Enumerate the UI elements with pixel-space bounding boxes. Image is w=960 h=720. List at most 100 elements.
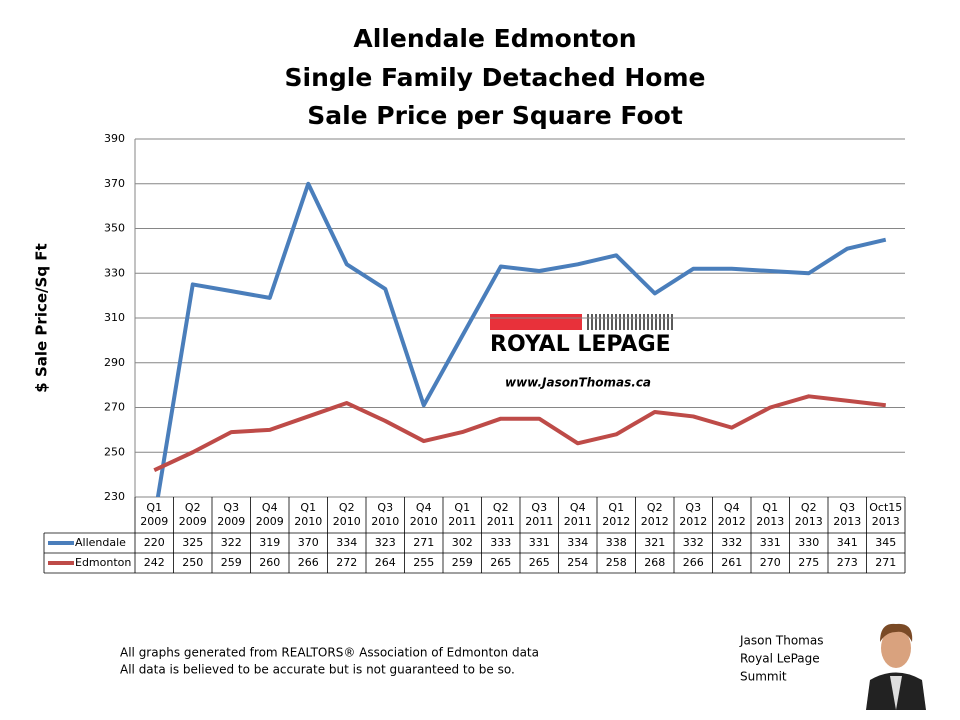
title-line: Allendale Edmonton xyxy=(353,24,636,53)
x-tick-label: Q4 xyxy=(262,501,278,514)
table-cell: 264 xyxy=(375,556,396,569)
table-cell: 331 xyxy=(760,536,781,549)
logo-brand: ROYAL LEPAGE xyxy=(490,332,671,357)
x-tick-label: Oct15 xyxy=(869,501,902,514)
y-tick-label: 230 xyxy=(104,490,125,503)
table-cell: 341 xyxy=(837,536,858,549)
x-tick-label: Q3 xyxy=(685,501,701,514)
x-tick-label: 2013 xyxy=(756,515,784,528)
table-cell: 319 xyxy=(259,536,280,549)
table-cell: 322 xyxy=(221,536,242,549)
x-tick-label: 2009 xyxy=(217,515,245,528)
footer-note: All graphs generated from REALTORS® Asso… xyxy=(120,646,539,660)
table-cell: 255 xyxy=(413,556,434,569)
table-cell: 321 xyxy=(644,536,665,549)
x-tick-label: 2011 xyxy=(564,515,592,528)
agent-line: Royal LePage xyxy=(740,652,820,666)
x-tick-label: Q2 xyxy=(339,501,355,514)
y-tick-label: 270 xyxy=(104,401,125,414)
table-cell: 260 xyxy=(259,556,280,569)
table-cell: 265 xyxy=(529,556,550,569)
table-cell: 272 xyxy=(336,556,357,569)
table-cell: 271 xyxy=(413,536,434,549)
table-cell: 330 xyxy=(798,536,819,549)
logo-url: www.JasonThomas.ca xyxy=(505,376,651,390)
x-tick-label: Q3 xyxy=(839,501,855,514)
y-tick-label: 350 xyxy=(104,222,125,235)
x-tick-label: 2013 xyxy=(872,515,900,528)
x-tick-label: 2010 xyxy=(294,515,322,528)
table-cell: 250 xyxy=(182,556,203,569)
table-cell: 323 xyxy=(375,536,396,549)
agent-line: Jason Thomas xyxy=(739,634,823,648)
x-tick-label: 2011 xyxy=(487,515,515,528)
x-tick-label: Q1 xyxy=(454,501,470,514)
table-cell: 261 xyxy=(721,556,742,569)
table-cell: 273 xyxy=(837,556,858,569)
y-tick-label: 390 xyxy=(104,132,125,145)
y-tick-label: 250 xyxy=(104,445,125,458)
table-cell: 302 xyxy=(452,536,473,549)
table-cell: 266 xyxy=(683,556,704,569)
x-tick-label: 2013 xyxy=(833,515,861,528)
agent-photo xyxy=(866,614,926,710)
table-cell: 333 xyxy=(490,536,511,549)
x-tick-label: 2012 xyxy=(679,515,707,528)
footer-note: All data is believed to be accurate but … xyxy=(120,663,515,677)
table-cell: 242 xyxy=(144,556,165,569)
table-cell: 271 xyxy=(875,556,896,569)
table-cell: 268 xyxy=(644,556,665,569)
y-tick-label: 290 xyxy=(104,356,125,369)
table-cell: 334 xyxy=(567,536,588,549)
x-tick-label: Q2 xyxy=(647,501,663,514)
x-tick-label: Q4 xyxy=(570,501,586,514)
table-cell: 332 xyxy=(683,536,704,549)
x-tick-label: 2012 xyxy=(602,515,630,528)
table-cell: 325 xyxy=(182,536,203,549)
x-tick-label: 2013 xyxy=(795,515,823,528)
y-axis-label: $ Sale Price/Sq Ft xyxy=(33,243,51,392)
title-line: Sale Price per Square Foot xyxy=(307,101,683,130)
table-cell: 334 xyxy=(336,536,357,549)
series-line xyxy=(155,181,887,497)
y-tick-label: 310 xyxy=(104,311,125,324)
x-tick-label: Q1 xyxy=(300,501,316,514)
table-cell: 266 xyxy=(298,556,319,569)
table-cell: 265 xyxy=(490,556,511,569)
table-cell: 220 xyxy=(144,536,165,549)
x-tick-label: 2009 xyxy=(179,515,207,528)
x-tick-label: Q3 xyxy=(223,501,239,514)
x-tick-label: Q4 xyxy=(416,501,432,514)
x-tick-label: Q3 xyxy=(531,501,547,514)
x-tick-label: 2009 xyxy=(140,515,168,528)
x-tick-label: 2011 xyxy=(448,515,476,528)
title-line: Single Family Detached Home xyxy=(285,63,706,92)
y-tick-label: 330 xyxy=(104,266,125,279)
table-cell: 254 xyxy=(567,556,588,569)
table-cell: 345 xyxy=(875,536,896,549)
x-tick-label: 2011 xyxy=(525,515,553,528)
legend-label: Allendale xyxy=(75,536,126,549)
table-cell: 332 xyxy=(721,536,742,549)
x-tick-label: Q3 xyxy=(377,501,393,514)
table-cell: 258 xyxy=(606,556,627,569)
x-tick-label: Q1 xyxy=(762,501,778,514)
table-cell: 259 xyxy=(221,556,242,569)
watermark: ROYAL LEPAGE www.JasonThomas.ca xyxy=(488,314,678,390)
x-tick-label: Q2 xyxy=(801,501,817,514)
table-cell: 370 xyxy=(298,536,319,549)
x-tick-label: Q2 xyxy=(493,501,509,514)
table-cell: 259 xyxy=(452,556,473,569)
table-cell: 275 xyxy=(798,556,819,569)
table-cell: 331 xyxy=(529,536,550,549)
x-tick-label: 2010 xyxy=(371,515,399,528)
x-tick-label: Q1 xyxy=(608,501,624,514)
x-tick-label: Q4 xyxy=(724,501,740,514)
x-tick-label: Q2 xyxy=(185,501,201,514)
series-line xyxy=(153,394,886,472)
table-cell: 338 xyxy=(606,536,627,549)
agent-line: Summit xyxy=(740,670,787,684)
x-tick-label: 2010 xyxy=(410,515,438,528)
x-tick-label: 2010 xyxy=(333,515,361,528)
